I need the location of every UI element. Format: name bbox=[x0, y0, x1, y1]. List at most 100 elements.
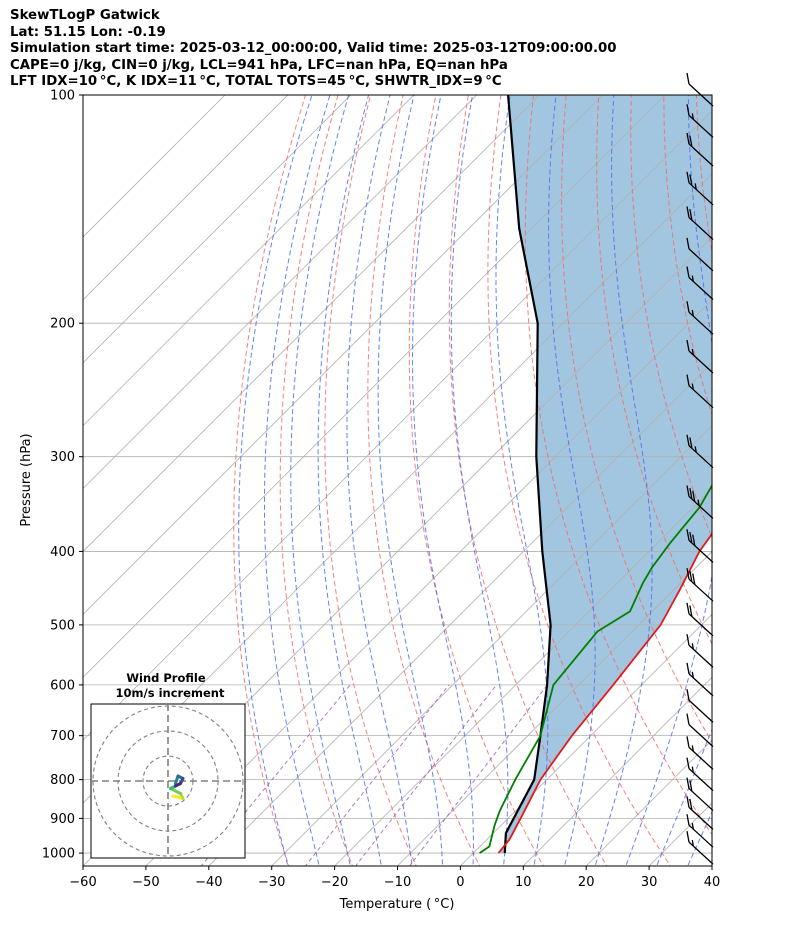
y-tick-label: 800 bbox=[50, 773, 75, 788]
moist-adiabat bbox=[317, 95, 382, 866]
isotherm-gridline bbox=[396, 550, 712, 866]
isotherm-gridline bbox=[83, 95, 541, 553]
x-tick-label: 0 bbox=[456, 875, 464, 890]
hodograph-trace-segment bbox=[174, 782, 182, 788]
wind-barb bbox=[686, 171, 714, 206]
y-tick-label: 1000 bbox=[42, 847, 75, 862]
moist-adiabat bbox=[687, 810, 712, 866]
dry-adiabat bbox=[729, 95, 794, 869]
dry-adiabat bbox=[367, 95, 481, 866]
x-tick-label: 40 bbox=[704, 875, 721, 890]
moist-adiabat bbox=[625, 95, 712, 866]
dry-adiabat bbox=[279, 95, 354, 866]
y-tick-label: 700 bbox=[50, 729, 75, 744]
mixing-ratio-line bbox=[354, 684, 497, 866]
wind-barb bbox=[686, 529, 714, 563]
x-tick-label: 30 bbox=[641, 875, 658, 890]
moist-adiabat bbox=[346, 95, 413, 866]
isotherm-gridline bbox=[83, 95, 415, 427]
isotherm-gridline bbox=[83, 95, 226, 238]
y-axis-label: Pressure (hPa) bbox=[19, 433, 34, 526]
time-line: Simulation start time: 2025-03-12_00:00:… bbox=[10, 41, 617, 57]
isotherm-gridline bbox=[83, 110, 712, 741]
wind-barb bbox=[686, 206, 714, 240]
x-tick-label: −30 bbox=[258, 875, 285, 890]
y-tick-label: 100 bbox=[50, 89, 75, 104]
wind-barb bbox=[686, 237, 714, 272]
wind-barb bbox=[686, 602, 714, 637]
dry-adiabat bbox=[762, 95, 794, 869]
y-tick-label: 600 bbox=[50, 678, 75, 693]
wind-barb bbox=[686, 777, 714, 812]
dewpoint-line bbox=[479, 483, 712, 854]
isotherm-gridline bbox=[83, 95, 666, 678]
y-tick-label: 500 bbox=[50, 618, 75, 633]
x-tick-label: −40 bbox=[195, 875, 222, 890]
wind-barb bbox=[686, 736, 714, 770]
moist-adiabat bbox=[264, 95, 331, 866]
wind-barb bbox=[686, 568, 714, 602]
moist-adiabat bbox=[716, 78, 794, 872]
dry-adiabat bbox=[233, 95, 306, 866]
moist-adiabat bbox=[377, 95, 444, 866]
dry-adiabat bbox=[561, 95, 712, 743]
cin-shading bbox=[498, 95, 712, 854]
x-tick-label: 10 bbox=[515, 875, 532, 890]
mixing-ratio-line bbox=[200, 684, 351, 866]
moist-adiabat bbox=[290, 95, 351, 866]
mixing-ratio-line bbox=[304, 684, 450, 866]
cape-line: CAPE=0 j/kg, CIN=0 j/kg, LCL=941 hPa, LF… bbox=[10, 57, 508, 73]
wind-barb bbox=[686, 662, 714, 697]
mixing-ratio-line bbox=[408, 684, 548, 866]
isotherm-gridline bbox=[83, 95, 352, 364]
isotherm-gridline bbox=[83, 95, 603, 615]
hodograph-title: Wind Profile bbox=[126, 671, 206, 685]
x-axis-label: Temperature ( °C) bbox=[339, 897, 455, 912]
dry-adiabat bbox=[408, 95, 544, 866]
parcel-profile-line bbox=[503, 95, 552, 854]
wind-barb bbox=[686, 689, 714, 723]
wind-barb bbox=[686, 339, 714, 374]
wind-barb bbox=[686, 485, 714, 519]
x-tick-label: −50 bbox=[132, 875, 159, 890]
hodograph-subtitle: 10m/s increment bbox=[116, 686, 225, 700]
wind-barb bbox=[686, 713, 714, 748]
temperature-line bbox=[497, 532, 712, 854]
isotherm-gridline bbox=[271, 425, 712, 866]
dry-adiabat bbox=[663, 95, 712, 417]
wind-barb bbox=[686, 796, 714, 830]
x-tick-label: −60 bbox=[69, 875, 96, 890]
moist-adiabat bbox=[747, 78, 794, 872]
dry-adiabat bbox=[524, 95, 712, 836]
wind-barb bbox=[686, 266, 714, 300]
isotherm-gridline bbox=[145, 299, 712, 866]
wind-barb bbox=[686, 132, 714, 167]
indices-line: LFT IDX=10 °C, K IDX=11 °C, TOTAL TOTS=4… bbox=[10, 74, 502, 90]
wind-barb bbox=[686, 634, 714, 668]
isotherm-gridline bbox=[334, 488, 712, 866]
wind-barb bbox=[686, 301, 714, 335]
moist-adiabat bbox=[450, 95, 509, 866]
x-tick-label: −10 bbox=[384, 875, 411, 890]
x-tick-label: 20 bbox=[578, 875, 595, 890]
wind-barb bbox=[686, 374, 714, 409]
isotherm-gridline bbox=[83, 95, 478, 490]
y-tick-label: 200 bbox=[50, 317, 75, 332]
wind-barb bbox=[686, 814, 714, 848]
moist-adiabat bbox=[594, 95, 653, 866]
moist-adiabat bbox=[238, 95, 313, 866]
moist-adiabat bbox=[656, 727, 712, 866]
dry-adiabat bbox=[448, 95, 608, 866]
isotherm-gridline bbox=[711, 865, 712, 866]
y-tick-label: 300 bbox=[50, 450, 75, 465]
wind-barb bbox=[686, 757, 714, 792]
coordinates-line: Lat: 51.15 Lon: -0.19 bbox=[10, 24, 166, 40]
hodograph-inset: Wind Profile 10m/s increment bbox=[90, 671, 246, 859]
wind-barb bbox=[686, 104, 714, 138]
wind-barb bbox=[686, 434, 714, 469]
wind-barb bbox=[686, 830, 714, 865]
y-tick-label: 400 bbox=[50, 545, 75, 560]
station-title: SkewTLogP Gatwick bbox=[10, 8, 160, 23]
isotherm-gridline bbox=[208, 362, 712, 866]
